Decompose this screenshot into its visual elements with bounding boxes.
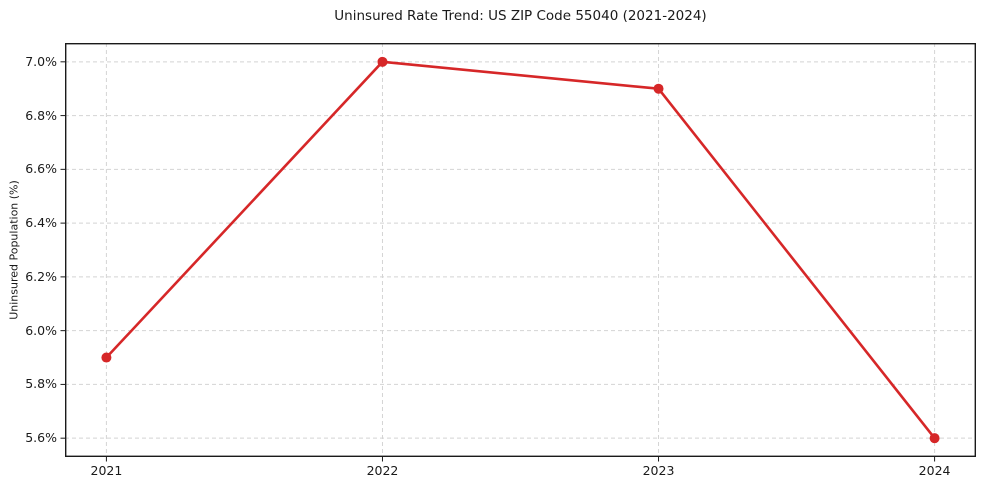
- data-point: [377, 56, 388, 67]
- y-tick-label: 5.6%: [25, 430, 57, 446]
- x-tick-label: 2022: [366, 463, 399, 478]
- y-axis-label: Uninsured Population (%): [7, 180, 21, 320]
- x-tick-label: 2023: [642, 463, 675, 478]
- plot-area: [60, 42, 976, 462]
- data-point: [653, 83, 664, 94]
- chart-title: Uninsured Rate Trend: US ZIP Code 55040 …: [334, 8, 707, 24]
- y-tick-label: 5.8%: [25, 376, 57, 392]
- plot-border: [64, 42, 976, 458]
- y-tick-label: 6.4%: [25, 215, 57, 231]
- y-tick-label: 6.6%: [25, 161, 57, 177]
- x-tick-label: 2021: [90, 463, 123, 478]
- y-tick-label: 6.2%: [25, 268, 57, 284]
- x-tick-label: 2024: [918, 463, 951, 478]
- y-tick-label: 6.0%: [25, 322, 57, 338]
- trend-line: [105, 60, 936, 440]
- data-point: [929, 433, 940, 444]
- y-tick-label: 7.0%: [25, 53, 57, 69]
- y-tick-label: 6.8%: [25, 107, 57, 123]
- data-point: [101, 352, 112, 363]
